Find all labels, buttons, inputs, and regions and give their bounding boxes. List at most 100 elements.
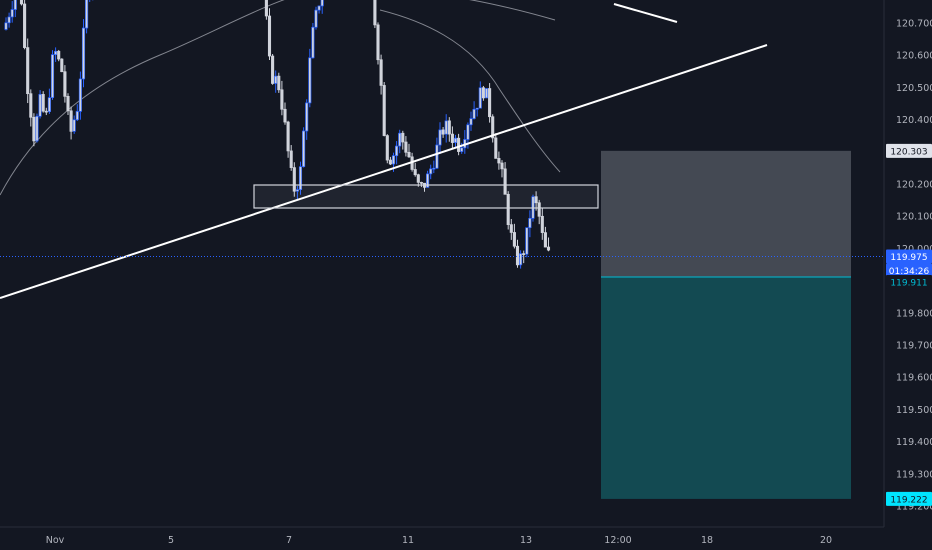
candle <box>491 114 495 143</box>
price-tick-label: 120.500 <box>896 83 932 94</box>
candle-body <box>391 155 396 165</box>
candle-body <box>478 87 482 109</box>
candle-body <box>475 107 479 110</box>
candle-body <box>267 15 272 57</box>
candle <box>404 136 408 157</box>
candle <box>388 156 392 165</box>
time-axis[interactable]: Nov 5 7 11 13 12:00 18 20 <box>46 535 832 546</box>
candle-body <box>519 253 523 266</box>
candle-body <box>57 50 61 60</box>
candle <box>460 142 464 154</box>
candle-body <box>450 133 454 143</box>
candle <box>292 162 296 197</box>
last-price-tag-text: 119.975 <box>890 253 927 263</box>
candle-body <box>540 215 544 233</box>
time-tick-label: 18 <box>701 535 713 546</box>
countdown-tag: 01:34:26 <box>886 263 932 278</box>
candle <box>264 0 268 20</box>
candle-body <box>491 116 495 139</box>
candle <box>41 91 45 113</box>
stop-loss-zone[interactable] <box>601 150 851 278</box>
candle-body <box>66 95 70 112</box>
trendline[interactable] <box>0 44 768 299</box>
candle <box>57 49 61 62</box>
entry-price-tag-text: 119.911 <box>890 279 927 289</box>
candle-body <box>60 58 64 73</box>
candle <box>546 237 551 252</box>
candle-body <box>413 169 417 176</box>
candle <box>432 160 436 174</box>
price-tags: 120.303 119.975 01:34:26 119.911 119.222 <box>886 143 932 506</box>
candle-body <box>441 129 445 135</box>
candle-body <box>432 167 436 170</box>
candle-body <box>525 227 529 255</box>
candle <box>305 99 309 140</box>
candle <box>302 127 306 168</box>
candle-body <box>35 115 39 142</box>
candles <box>4 0 551 269</box>
candle <box>379 54 383 95</box>
candle <box>522 250 526 264</box>
candle <box>407 143 411 158</box>
candle <box>274 70 278 93</box>
candle-body <box>503 168 507 195</box>
last-price-tag-bg <box>886 249 932 264</box>
candle <box>506 191 510 230</box>
countdown-tag-text: 01:34:26 <box>889 267 930 277</box>
candle-body <box>398 132 402 147</box>
support-rectangle[interactable] <box>253 184 599 209</box>
candle <box>308 48 312 108</box>
candle-body <box>13 0 17 10</box>
candle <box>515 239 520 268</box>
candle <box>54 47 58 62</box>
candle-body <box>388 159 392 165</box>
candle <box>32 113 36 147</box>
candle-body <box>305 102 309 132</box>
candle <box>512 223 516 249</box>
candle <box>441 127 445 138</box>
candle-body <box>41 94 45 112</box>
candle-body <box>506 193 510 225</box>
candle <box>481 85 485 101</box>
candle-body <box>75 111 79 121</box>
trendline-upper[interactable] <box>613 3 678 23</box>
candle-body <box>416 174 420 183</box>
candle <box>373 0 377 29</box>
candle-body <box>457 137 461 152</box>
candle <box>280 80 284 116</box>
price-tick-label: 119.400 <box>896 437 932 448</box>
candle <box>528 210 532 238</box>
candle <box>540 208 544 240</box>
candle-body <box>47 97 51 113</box>
candle-body <box>460 147 464 152</box>
candle-body <box>500 162 504 170</box>
candle-body <box>295 189 299 192</box>
candle <box>35 113 39 143</box>
candle <box>447 117 451 142</box>
candle <box>314 6 318 30</box>
candle <box>47 88 51 114</box>
candle <box>376 22 380 65</box>
candle-body <box>435 144 439 169</box>
candle <box>4 17 8 31</box>
take-profit-zone[interactable] <box>601 277 851 499</box>
candle <box>72 115 76 134</box>
candle-body <box>537 202 541 217</box>
candle-body <box>78 78 82 112</box>
candle-body <box>447 120 451 135</box>
candle <box>475 107 479 117</box>
drawings[interactable] <box>0 3 884 299</box>
candle <box>75 104 79 122</box>
candle-body <box>512 232 516 247</box>
candle-body <box>379 59 383 86</box>
time-tick-label: 13 <box>520 535 532 546</box>
moving-average-fast <box>379 9 561 173</box>
candle <box>78 71 82 120</box>
candle-body <box>509 224 513 233</box>
candle <box>286 120 290 158</box>
entry-price-tag-bg <box>886 275 932 290</box>
candle-body <box>283 108 287 123</box>
time-tick-label: 20 <box>820 535 832 546</box>
candle-body <box>277 75 281 91</box>
